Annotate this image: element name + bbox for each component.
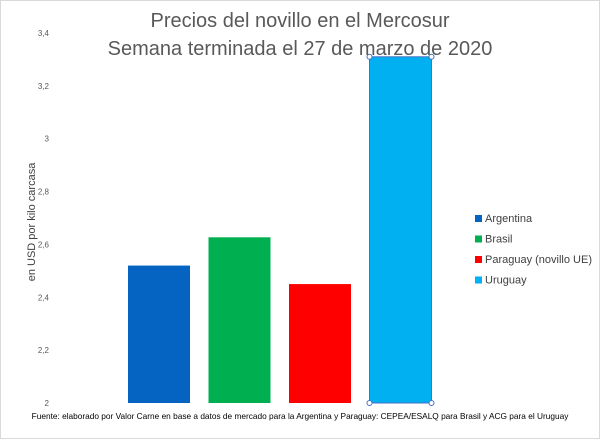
selection-handle[interactable]	[366, 400, 373, 406]
legend-label: Uruguay	[485, 275, 527, 287]
y-tick-label: 2	[45, 399, 50, 408]
y-axis-label: en USD por kilo carcasa	[26, 162, 38, 281]
y-tick-label: 3,2	[38, 82, 50, 91]
selected-bar-outline	[369, 56, 432, 404]
selection-handle[interactable]	[428, 53, 435, 60]
bar-paraguay-novillo-ue	[289, 284, 351, 403]
legend-label: Argentina	[485, 213, 533, 225]
chart-title: Precios del novillo en el Mercosur	[150, 10, 449, 32]
legend-swatch	[475, 256, 482, 263]
legend-swatch	[475, 215, 482, 222]
legend: Argentina Brasil Paraguay (novillo UE) Urug…	[475, 213, 592, 287]
legend-label: Brasil	[485, 234, 513, 246]
chart-subtitle: Semana terminada el 27 de marzo de 2020	[108, 38, 493, 60]
bar-brasil	[208, 237, 271, 403]
legend-swatch	[475, 235, 482, 243]
bar-argentina	[128, 265, 190, 403]
selection-handle[interactable]	[428, 400, 435, 406]
bars	[128, 53, 435, 406]
y-axis-ticks: 2 2,2 2,4 2,6 2,8 3 3,2 3,4	[38, 29, 50, 408]
y-tick-label: 2,4	[38, 293, 50, 302]
y-tick-label: 2,6	[38, 240, 50, 249]
bar-uruguay	[369, 56, 432, 404]
y-tick-label: 3	[45, 135, 50, 144]
y-tick-label: 3,4	[38, 29, 50, 38]
legend-swatch	[475, 276, 482, 284]
y-tick-label: 2,8	[38, 188, 50, 197]
source-note: Fuente: elaborado por Valor Carne en bas…	[32, 411, 570, 421]
selection-handle[interactable]	[366, 53, 373, 60]
y-tick-label: 2,2	[38, 346, 50, 355]
legend-label: Paraguay (novillo UE)	[485, 254, 592, 266]
